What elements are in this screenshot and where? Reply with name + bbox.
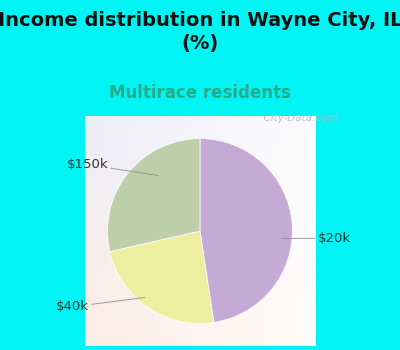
Text: City-Data.com: City-Data.com — [257, 113, 338, 123]
Text: $150k: $150k — [66, 158, 158, 176]
Text: Multirace residents: Multirace residents — [109, 84, 291, 102]
Wedge shape — [110, 231, 214, 323]
Wedge shape — [108, 139, 200, 252]
Text: $40k: $40k — [56, 298, 144, 313]
Text: Income distribution in Wayne City, IL
(%): Income distribution in Wayne City, IL (%… — [0, 10, 400, 53]
Wedge shape — [200, 139, 292, 322]
Text: $20k: $20k — [281, 232, 350, 245]
